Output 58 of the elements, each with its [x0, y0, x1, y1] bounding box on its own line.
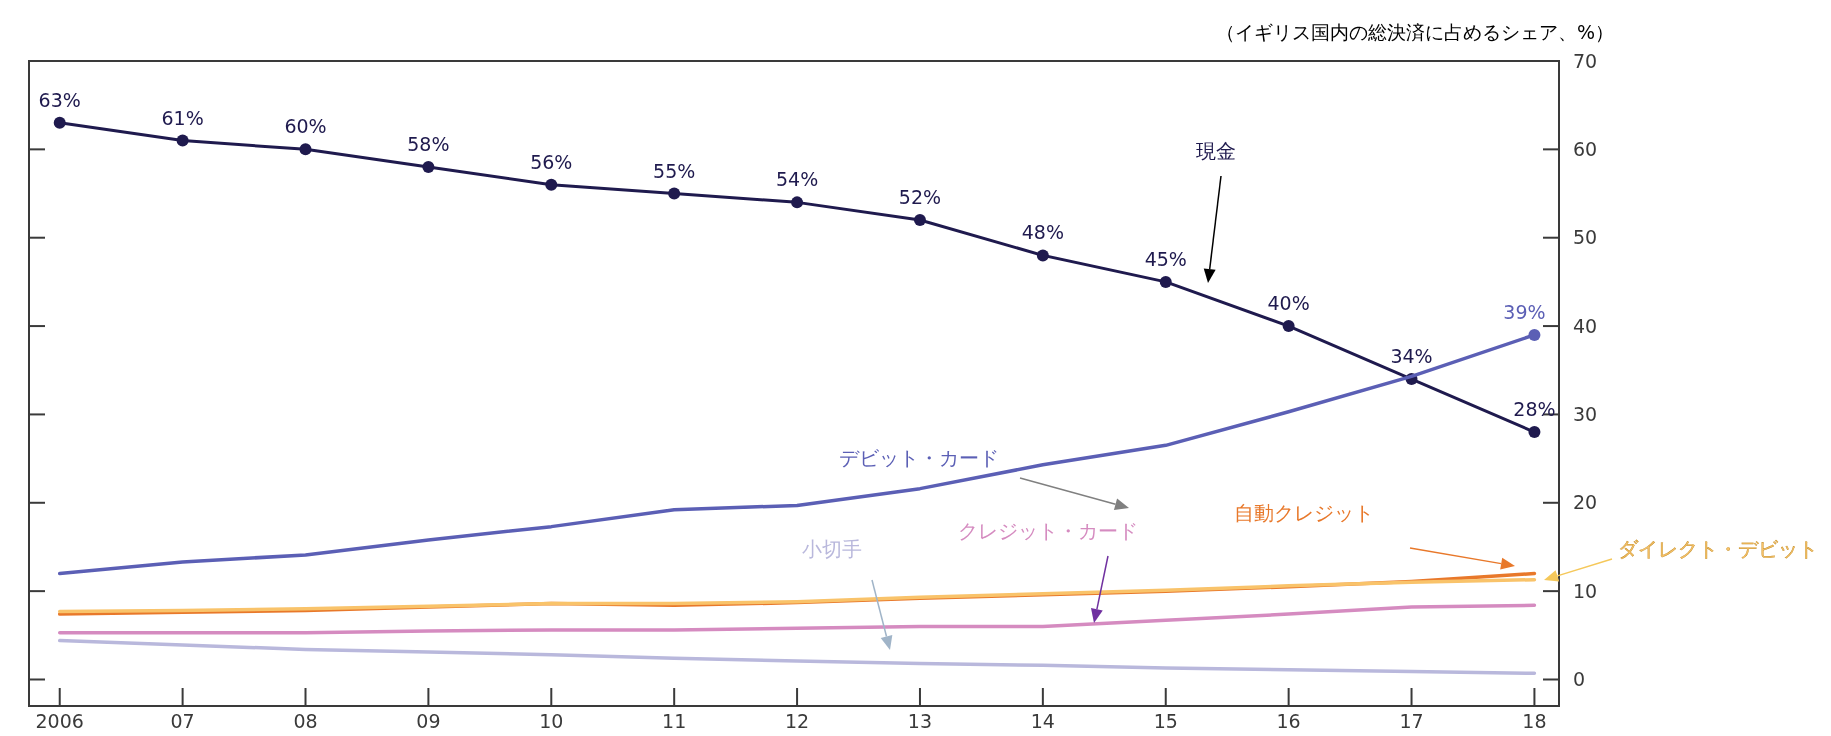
point	[545, 178, 558, 191]
line-series	[57, 577, 1537, 614]
line-series	[57, 638, 1537, 676]
x-tick-label: 11	[662, 710, 687, 732]
text: クレジット・カード	[958, 519, 1138, 543]
series-label: デビット・カード	[839, 446, 999, 470]
y-tick-label: 40	[1573, 314, 1598, 337]
point	[53, 116, 66, 129]
point	[913, 214, 926, 227]
y-tick-label: 60	[1573, 138, 1598, 161]
data-label: 60%	[284, 115, 327, 138]
point	[791, 196, 804, 209]
data-label: 52%	[898, 186, 942, 209]
y-tick-label: 70	[1573, 49, 1598, 72]
x-tick-label: 08	[293, 710, 318, 732]
data-label: 56%	[530, 150, 573, 173]
x-tick-label: 10	[539, 710, 564, 732]
point	[176, 134, 189, 147]
data-label: 34%	[1390, 345, 1433, 368]
data-label: 58%	[407, 133, 450, 156]
x-tick-label: 18	[1522, 710, 1547, 732]
data-label: 61%	[161, 106, 204, 129]
point	[1036, 249, 1049, 262]
x-tick-label: 16	[1276, 710, 1301, 732]
text: ダイレクト・デビット	[1618, 537, 1818, 561]
point	[1282, 320, 1295, 333]
data-label: 54%	[775, 168, 819, 191]
data-label: 28%	[1513, 398, 1556, 421]
data-label: 55%	[653, 159, 696, 182]
y-tick-label: 50	[1573, 226, 1598, 249]
data-label: 48%	[1021, 221, 1064, 244]
text: 自動クレジット	[1234, 501, 1374, 525]
point	[1159, 275, 1172, 288]
line-series	[57, 603, 1537, 635]
point	[299, 143, 312, 156]
y-axis-title: （イギリス国内の総決済に占めるシェア、%）	[1215, 21, 1614, 43]
point	[422, 161, 435, 174]
data-label: 63%	[38, 88, 81, 111]
y-tick-label: 10	[1573, 579, 1598, 602]
x-tick-label: 13	[907, 710, 933, 732]
text: 現金	[1196, 139, 1236, 163]
x-tick-label: 07	[170, 710, 195, 732]
y-tick-label: 0	[1573, 668, 1586, 691]
data-label: 45%	[1144, 247, 1187, 270]
y-tick-label: 20	[1573, 491, 1598, 514]
text: 小切手	[802, 537, 862, 561]
data-label: 39%	[1503, 300, 1546, 323]
x-tick-label: 09	[416, 710, 441, 732]
x-tick-label: 17	[1399, 710, 1424, 732]
x-tick-label: 12	[784, 710, 810, 732]
data-label: 40%	[1267, 292, 1310, 315]
point	[668, 187, 681, 200]
x-tick-label: 14	[1030, 710, 1055, 732]
x-tick-label: 2006	[35, 710, 84, 732]
y-tick-label: 30	[1573, 403, 1598, 426]
point	[1528, 426, 1541, 439]
point	[1528, 328, 1541, 341]
x-tick-label: 15	[1153, 710, 1178, 732]
